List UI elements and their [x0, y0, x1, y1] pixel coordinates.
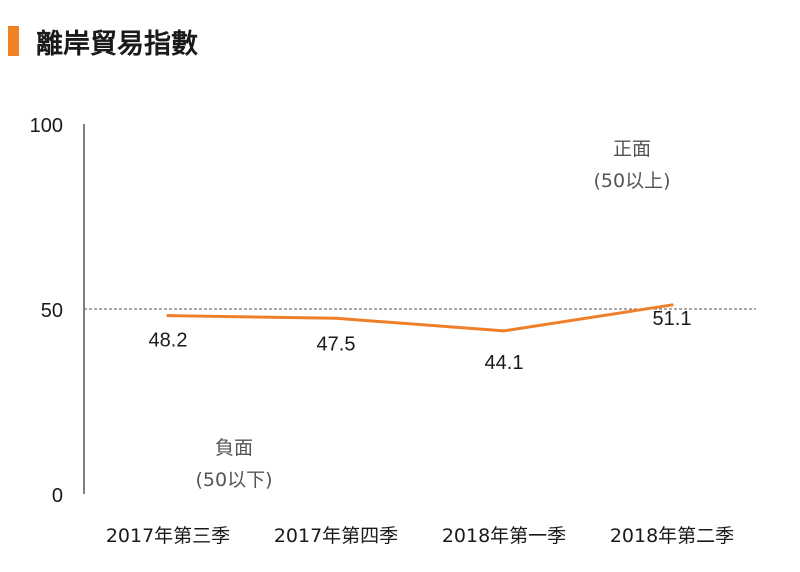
- data-label-4: 51.1: [653, 308, 692, 330]
- annotation-positive-line1: 正面: [613, 138, 651, 160]
- annotation-negative-line2: (50以下): [195, 469, 272, 491]
- data-point-1: [166, 314, 170, 318]
- title-accent-bar: [8, 26, 19, 56]
- x-tick-label-4: 2018年第二季: [610, 525, 734, 547]
- data-label-2: 47.5: [317, 333, 356, 355]
- y-tick-label-0: 0: [52, 485, 63, 507]
- data-label-3: 44.1: [485, 352, 524, 374]
- annotation-positive-line2: (50以上): [593, 170, 670, 192]
- data-label-1: 48.2: [149, 330, 188, 352]
- chart-title: 離岸貿易指數: [36, 29, 198, 60]
- annotation-negative-line1: 負面: [215, 437, 253, 459]
- x-tick-label-2: 2017年第四季: [274, 525, 398, 547]
- x-tick-label-1: 2017年第三季: [106, 525, 230, 547]
- series-line: [166, 303, 674, 333]
- data-point-3: [502, 329, 506, 333]
- x-tick-label-3: 2018年第一季: [442, 525, 566, 547]
- y-tick-label-50: 50: [41, 300, 63, 322]
- data-point-4: [670, 303, 674, 307]
- y-tick-label-100: 100: [30, 115, 63, 137]
- data-point-2: [334, 316, 338, 320]
